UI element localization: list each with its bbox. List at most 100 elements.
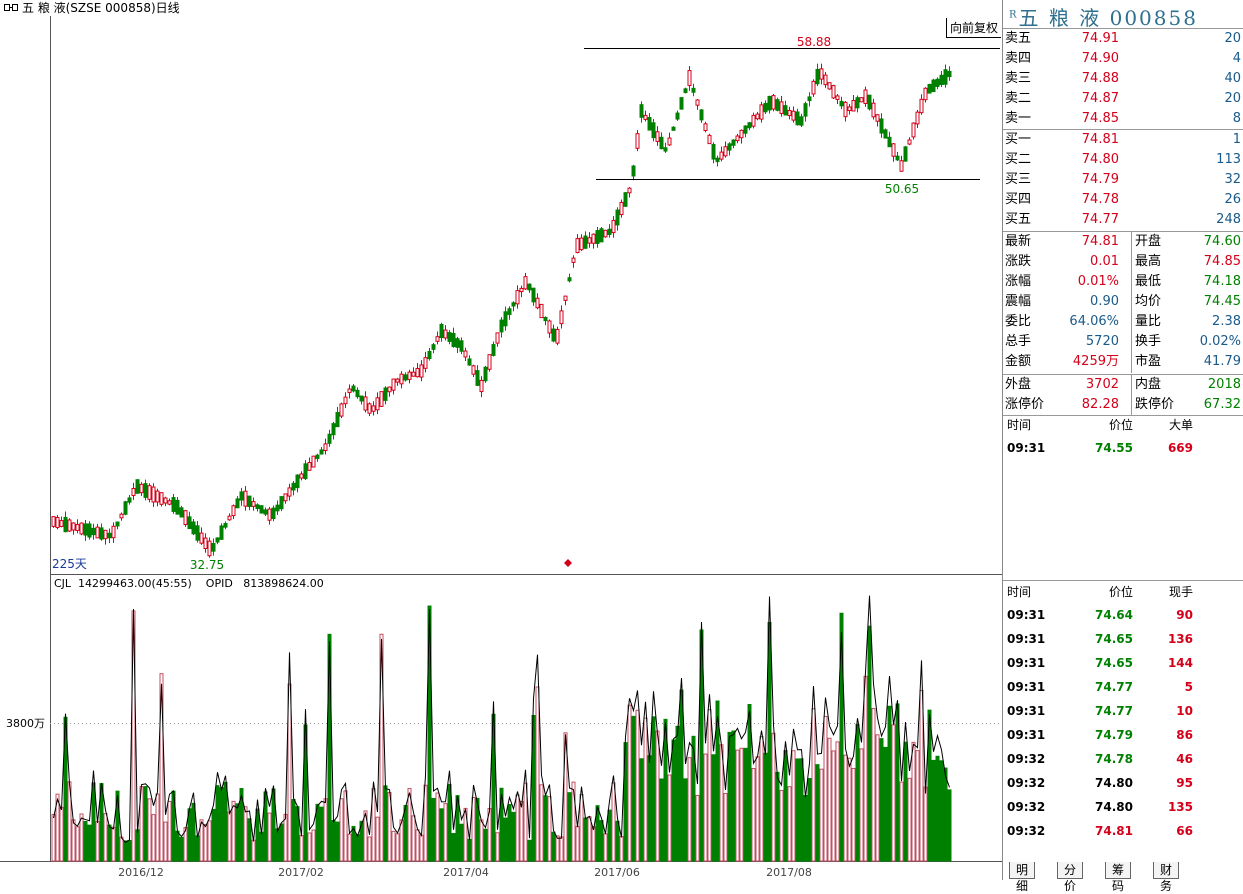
candle-body (203, 537, 208, 550)
candle-body (311, 455, 316, 468)
volume-bar (147, 798, 152, 862)
volume-bar (867, 625, 872, 862)
volume-bar (527, 839, 532, 862)
candle-body (243, 490, 248, 507)
ask-label: 卖四 (1005, 51, 1032, 66)
volume-bar (843, 754, 848, 862)
candle-body (611, 219, 616, 234)
volume-bar (555, 835, 560, 862)
candle-body (527, 283, 532, 291)
tab-2[interactable]: 筹码 (1105, 862, 1132, 893)
volume-bar (243, 806, 248, 862)
tick-time: 09:31 (1007, 608, 1046, 622)
tick-row: 09:31 74.77 10 (1003, 699, 1243, 723)
kline-chart[interactable]: 58.88 50.65 32.75 225天 CJL 14299463.00(4… (0, 16, 1002, 880)
candle-body (491, 344, 496, 356)
volume-bar (755, 756, 760, 862)
volume-bar (151, 814, 156, 862)
candle-body (731, 139, 736, 146)
bid-price: 74.80 (1081, 152, 1119, 167)
volume-bar (163, 821, 168, 862)
volume-bar (455, 795, 460, 862)
tick-row: 09:32 74.81 66 (1003, 819, 1243, 843)
candle-body (67, 519, 72, 532)
candle-body (59, 520, 64, 527)
bid-row: 买五 74.77 248 (1003, 210, 1243, 230)
volume-bar (923, 786, 928, 862)
volume-bar (779, 789, 784, 862)
volume-bar (831, 750, 836, 862)
candle-body (771, 95, 776, 110)
tick-price: 74.77 (1095, 680, 1133, 694)
x-axis-label: 2017/02 (278, 866, 324, 879)
candle-body (91, 527, 96, 536)
candle-body (283, 493, 288, 502)
days-label: 225天 (52, 557, 87, 571)
candle-body (815, 68, 820, 85)
candle-body (631, 165, 636, 177)
volume-bar (315, 803, 320, 862)
volume-bar (331, 820, 336, 862)
volume-bar (327, 633, 332, 862)
candle-body (595, 230, 600, 244)
candle-body (851, 100, 856, 112)
chart-window-icon[interactable] (4, 3, 18, 12)
candle-body (159, 492, 164, 505)
volume-bar (591, 826, 596, 862)
volume-bar (547, 796, 552, 862)
volume-bar (943, 767, 948, 862)
tick-price: 74.77 (1095, 704, 1133, 718)
quote-label: 换手 (1135, 334, 1162, 349)
volume-bar (891, 724, 896, 862)
candle-body (591, 233, 596, 244)
tick-row: 09:31 74.65 136 (1003, 627, 1243, 651)
tick-time: 09:31 (1007, 656, 1046, 670)
volume-bar (795, 758, 800, 862)
fuquan-button[interactable]: 向前复权 (945, 18, 1001, 38)
volume-bar (203, 823, 208, 862)
quote-label: 震幅 (1005, 294, 1032, 309)
volume-ma-line (53, 595, 950, 844)
volume-bar (675, 725, 680, 862)
tab-1[interactable]: 分价 (1057, 862, 1084, 893)
candle-body (267, 508, 272, 521)
candle-body (635, 133, 640, 149)
tab-0[interactable]: 明细 (1009, 862, 1036, 893)
candle-body (295, 474, 300, 489)
volume-bar (135, 829, 140, 862)
volume-bar (471, 796, 476, 862)
candle-body (223, 523, 228, 528)
volume-bar (395, 833, 400, 862)
volume-bar (391, 830, 396, 862)
candle-body (655, 131, 660, 142)
volume-bar (899, 781, 904, 862)
volume-bar (335, 821, 340, 862)
volume-bar (723, 793, 728, 862)
bid-label: 买二 (1005, 152, 1032, 167)
volume-bar (419, 834, 424, 862)
tab-3[interactable]: 财务 (1153, 862, 1180, 893)
candle-body (931, 79, 936, 93)
tick-volume: 95 (1176, 776, 1193, 790)
candle-body (483, 366, 488, 382)
candle-body (819, 68, 824, 80)
tick-time: 09:31 (1007, 632, 1046, 646)
candle-body (739, 129, 744, 139)
candle-body (667, 137, 672, 146)
volume-bar (91, 782, 96, 862)
candle-body (455, 338, 460, 348)
candle-body (531, 287, 536, 303)
candle-body (863, 89, 868, 104)
candle-body (715, 157, 720, 163)
volume-bar (211, 808, 216, 862)
volume-bar (179, 836, 184, 862)
outer-inner-row: 外盘 3702 内盘 2018 (1005, 377, 1241, 392)
candle-body (791, 110, 796, 121)
volume-bar (851, 767, 856, 862)
candle-body (855, 97, 860, 109)
tick-time: 09:32 (1007, 800, 1046, 814)
candle-body (703, 123, 708, 132)
ask-row: 卖五 74.91 20 (1003, 29, 1243, 49)
event-marker-icon (564, 559, 572, 567)
bid-price: 74.77 (1081, 212, 1119, 227)
